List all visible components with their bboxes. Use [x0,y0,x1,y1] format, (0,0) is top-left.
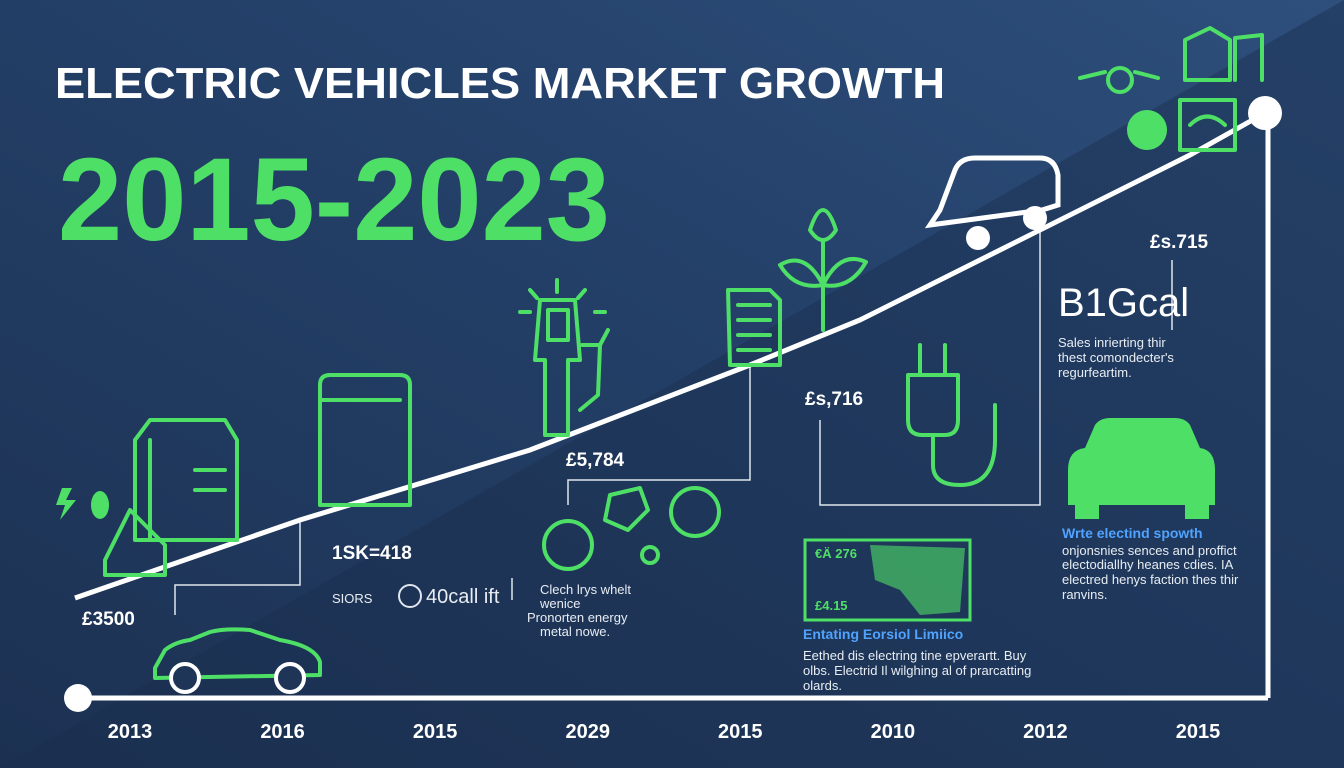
callout-line: Clech lrys whelt [540,582,631,597]
callout-line: onjonsnies sences and proffict [1062,543,1237,558]
timeline-label: 2029 [565,721,610,743]
timeline-end [1248,96,1282,130]
callout-line: wenice [539,596,580,611]
callout-value: £5,784 [566,450,625,471]
timeline-label: 2013 [108,721,153,743]
map-label: £4.15 [815,598,848,613]
callout-line: electred henys faction thes thir [1062,572,1239,587]
callout-line: electodiallhy heanes cdies. IA [1062,557,1234,572]
callout-line: olards. [803,678,842,693]
callout-line: thest comondecter's [1058,350,1174,365]
timeline-label: 2012 [1023,721,1068,743]
icons [56,26,1264,694]
timeline-label: 2015 [718,721,763,743]
callout-line: Sales inrierting thir [1058,335,1166,350]
callout-line: ranvins. [1062,587,1108,602]
callout-caption: SIORS [332,591,373,606]
title: ELECTRIC VEHICLES MARKET GROWTH [55,59,945,108]
subtitle: 2015-2023 [58,134,610,266]
callout-big: B1Gcal [1058,281,1189,325]
timeline-labels: 2013 2016 2015 2029 2015 2010 2012 2015 [108,721,1221,743]
timeline-start [64,684,92,712]
caption-icon [398,584,422,608]
callout-heading: Wrte electind spowth [1062,525,1203,541]
map-label: €Ä 276 [815,546,857,561]
callout-value: 1SK=418 [332,543,412,564]
callout-value: £s.715 [1150,232,1209,253]
callout-line: olbs. Electrid Il wilghing al of prarcat… [803,663,1031,678]
callout-line: Eethed dis electring tine epverartt. Buy [803,648,1027,663]
growth-line [74,110,1267,601]
callout-line: Pronorten energy [527,610,628,625]
callout-value: £s,716 [805,389,863,410]
timeline-label: 2016 [260,721,305,743]
callout-value: £3500 [82,609,135,630]
callout-line: metal nowe. [540,624,610,639]
callout-caption: 40call ift [426,586,500,608]
connectors [174,230,1173,615]
callout-line: regurfeartim. [1058,365,1132,380]
timeline-label: 2015 [1176,721,1221,743]
timeline-label: 2015 [413,721,458,743]
callout-heading: Entating Eorsiol Limiico [803,626,963,642]
timeline-label: 2010 [871,721,916,743]
